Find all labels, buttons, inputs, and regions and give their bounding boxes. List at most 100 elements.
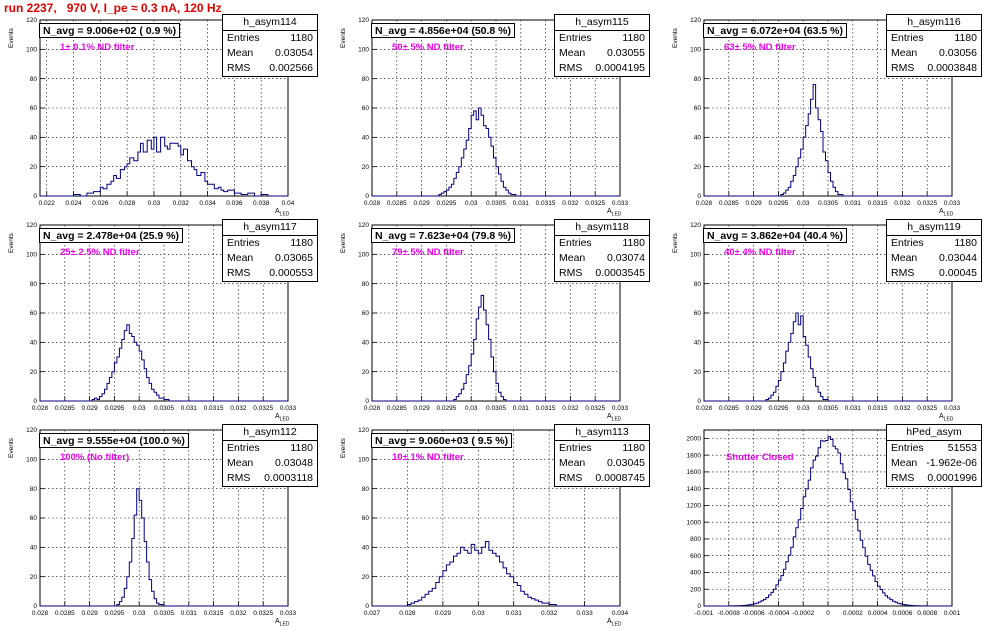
x-tick-label: 0.028: [364, 200, 381, 207]
filter-label: 1± 0.1% ND filter: [60, 42, 135, 53]
stats-row-rms: RMS 0.000553: [223, 266, 317, 281]
x-tick-label: 0.031: [845, 200, 862, 207]
y-tick-label: 100: [26, 252, 37, 259]
x-tick-label: 0.028: [119, 200, 136, 207]
y-tick-label: 60: [694, 310, 702, 317]
stats-value: 1180: [954, 32, 977, 44]
x-tick-label: 0.0295: [104, 405, 124, 412]
y-tick-label: 40: [30, 340, 38, 347]
x-axis-label: ALED: [607, 618, 622, 628]
stats-key: Mean: [891, 457, 918, 469]
stats-value: 0.002566: [269, 62, 313, 74]
stats-key: Mean: [559, 457, 586, 469]
x-tick-label: 0.0325: [917, 405, 937, 412]
x-tick-label: 0.03: [465, 200, 478, 207]
stats-value: -1.962e-06: [926, 457, 977, 469]
stats-value: 0.0003118: [264, 472, 313, 484]
histogram-panel: 0.028 0.0285 0.029 0.0295 0.03 0.0305 0.031 0.0…: [0, 219, 332, 426]
x-tick-label: 0.0295: [768, 200, 788, 207]
x-tick-label: 0.033: [612, 405, 629, 412]
filter-label: 10± 1% ND filter: [392, 452, 464, 463]
n-avg-label: N_avg = 9.006e+02 ( 0.9 %): [39, 23, 181, 38]
stats-row-mean: Mean 0.03056: [887, 46, 981, 61]
y-tick-label: 100: [690, 47, 701, 54]
x-tick-label: 0.0002: [843, 610, 863, 617]
stats-title: h_asym112: [223, 425, 317, 441]
n-avg-label: N_avg = 9.555e+04 (100.0 %): [39, 433, 189, 448]
y-axis-label: Events: [8, 233, 15, 253]
n-avg-label: N_avg = 2.478e+04 (25.9 %): [39, 228, 184, 243]
y-axis-label: Events: [340, 438, 347, 458]
x-tick-label: 0.03: [465, 405, 478, 412]
x-tick-label: 0.032: [562, 200, 579, 207]
y-tick-label: 200: [690, 586, 701, 593]
stats-row-entries: Entries 1180: [555, 441, 649, 456]
stats-value: 1180: [954, 237, 977, 249]
filter-label: 79± 5% ND filter: [392, 247, 464, 258]
y-tick-label: 100: [358, 47, 369, 54]
histogram-panel: 0.022 0.024 0.026 0.028 0.03 0.032 0.034 0.036 0…: [0, 14, 332, 221]
x-tick-label: 0.028: [696, 200, 713, 207]
x-tick-label: -0.0006: [743, 610, 765, 617]
stats-row-rms: RMS 0.0004195: [555, 61, 649, 76]
stats-key: Entries: [227, 237, 260, 249]
x-tick-label: 0.0285: [55, 405, 75, 412]
histogram-plot: 0.028 0.0285 0.029 0.0295 0.03 0.0305 0.031 0.0…: [358, 222, 629, 412]
y-tick-label: 120: [690, 17, 701, 24]
x-tick-label: 0.029: [413, 200, 430, 207]
stats-value: 0.03074: [607, 252, 645, 264]
y-tick-label: 0: [33, 398, 37, 405]
stats-value: 0.0003545: [595, 267, 645, 279]
histogram-line: [372, 541, 620, 607]
x-axis-label: ALED: [275, 208, 290, 218]
stats-value: 1180: [290, 237, 313, 249]
stats-row-rms: RMS 0.0008745: [555, 471, 649, 486]
y-tick-label: 20: [362, 164, 370, 171]
filter-label: 50± 5% ND filter: [392, 42, 464, 53]
x-tick-label: 0.0285: [387, 405, 407, 412]
y-tick-label: 600: [690, 553, 701, 560]
x-tick-label: 0.0325: [585, 200, 605, 207]
y-tick-label: 40: [362, 545, 370, 552]
x-tick-label: 0.0285: [719, 405, 739, 412]
x-tick-label: 0.028: [32, 405, 49, 412]
y-axis-label: Events: [340, 233, 347, 253]
x-tick-label: 0.028: [399, 610, 416, 617]
stats-title: h_asym116: [887, 15, 981, 31]
page-title: run 2237, 970 V, I_pe ≈ 0.3 nA, 120 Hz: [4, 1, 222, 15]
stats-key: Mean: [559, 47, 586, 59]
stats-row-entries: Entries 1180: [223, 31, 317, 46]
stats-title: h_asym117: [223, 220, 317, 236]
y-tick-label: 60: [30, 515, 38, 522]
x-tick-label: -0.0004: [767, 610, 789, 617]
stats-value: 1180: [622, 442, 645, 454]
stats-key: RMS: [227, 62, 251, 74]
stats-value: 1180: [622, 237, 645, 249]
stats-value: 1180: [290, 442, 313, 454]
n-avg-label: N_avg = 7.623e+04 (79.8 %): [371, 228, 516, 243]
x-tick-label: 0.028: [364, 405, 381, 412]
y-tick-label: 0: [365, 603, 369, 610]
stats-key: Mean: [227, 457, 254, 469]
x-tick-label: 0.033: [944, 200, 961, 207]
x-tick-label: 0.036: [226, 200, 243, 207]
y-tick-label: 80: [30, 76, 38, 83]
stats-key: RMS: [891, 62, 915, 74]
stats-value: 0.0003848: [927, 62, 977, 74]
x-tick-label: 0.0285: [55, 610, 75, 617]
stats-value: 0.0001996: [927, 472, 977, 484]
stats-box: h_asym112 Entries 1180 Mean 0.03048 RMS 0.0003…: [222, 424, 318, 487]
stats-row-mean: Mean 0.03045: [555, 456, 649, 471]
x-tick-label: 0.0325: [917, 200, 937, 207]
stats-key: Entries: [891, 32, 924, 44]
y-tick-label: 120: [358, 17, 369, 24]
filter-label: 25± 2.5% ND filter: [60, 247, 140, 258]
stats-row-rms: RMS 0.0003545: [555, 266, 649, 281]
stats-row-mean: Mean 0.03044: [887, 251, 981, 266]
stats-row-entries: Entries 1180: [887, 236, 981, 251]
x-tick-label: 0.032: [894, 200, 911, 207]
x-tick-label: 0.0305: [818, 200, 838, 207]
histogram-plot: 0.028 0.0285 0.029 0.0295 0.03 0.0305 0.031 0.0…: [358, 17, 628, 207]
stats-box: h_asym116 Entries 1180 Mean 0.03056 RMS 0.0003…: [886, 14, 982, 77]
filter-label: 40± 4% ND filter: [724, 247, 796, 258]
